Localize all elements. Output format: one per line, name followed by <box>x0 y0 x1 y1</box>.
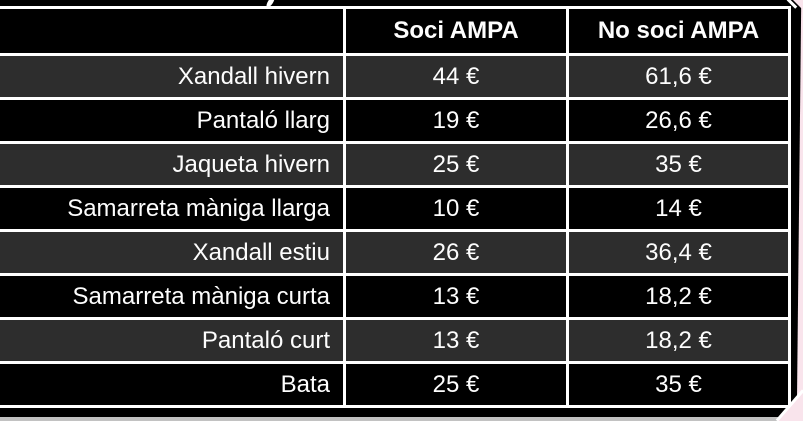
no-soci-price-cell: 18,2 € <box>569 276 788 317</box>
soci-price-cell: 26 € <box>346 232 566 273</box>
soci-price-cell: 25 € <box>346 364 566 405</box>
page-edge-pink-strip <box>796 0 803 421</box>
col-header-no-soci-ampa: No soci AMPA <box>569 9 788 53</box>
no-soci-price-cell: 18,2 € <box>569 320 788 361</box>
product-label-cell: Bata <box>0 364 343 405</box>
bottom-edge-bar <box>0 417 781 421</box>
product-label-cell: Samarreta màniga curta <box>0 276 343 317</box>
product-label-cell: Pantaló llarg <box>0 100 343 141</box>
col-header-product <box>0 9 343 53</box>
soci-price-cell: 13 € <box>346 320 566 361</box>
product-label-cell: Xandall estiu <box>0 232 343 273</box>
no-soci-price-cell: 14 € <box>569 188 788 229</box>
product-label-cell: Pantaló curt <box>0 320 343 361</box>
soci-price-cell: 13 € <box>346 276 566 317</box>
no-soci-price-cell: 35 € <box>569 364 788 405</box>
soci-price-cell: 44 € <box>346 56 566 97</box>
no-soci-price-cell: 35 € <box>569 144 788 185</box>
product-label-cell: Samarreta màniga llarga <box>0 188 343 229</box>
no-soci-price-cell: 26,6 € <box>569 100 788 141</box>
product-label-cell: Jaqueta hivern <box>0 144 343 185</box>
soci-price-cell: 19 € <box>346 100 566 141</box>
product-label-cell: Xandall hivern <box>0 56 343 97</box>
col-header-soci-ampa: Soci AMPA <box>346 9 566 53</box>
price-table: Soci AMPA No soci AMPA Xandall hivern 44… <box>0 6 791 408</box>
soci-price-cell: 25 € <box>346 144 566 185</box>
no-soci-price-cell: 36,4 € <box>569 232 788 273</box>
soci-price-cell: 10 € <box>346 188 566 229</box>
page-corner-top-right <box>793 0 803 10</box>
no-soci-price-cell: 61,6 € <box>569 56 788 97</box>
